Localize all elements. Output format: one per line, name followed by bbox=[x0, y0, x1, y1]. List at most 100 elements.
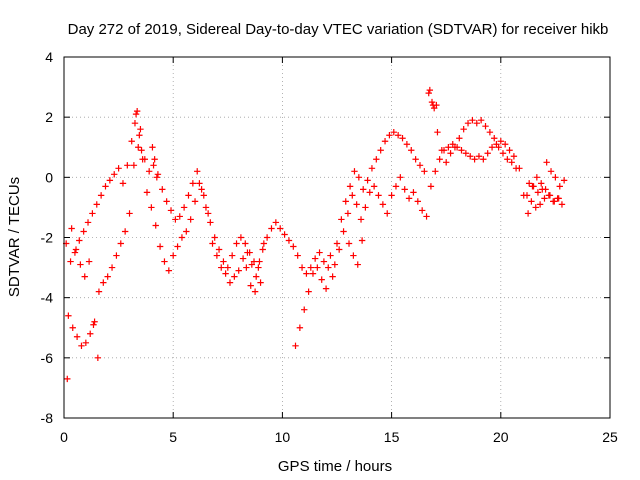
data-point bbox=[390, 129, 397, 136]
data-point bbox=[460, 126, 467, 133]
data-point bbox=[202, 204, 210, 211]
data-point bbox=[541, 195, 548, 202]
data-point bbox=[150, 162, 157, 169]
data-point bbox=[167, 207, 175, 214]
data-point bbox=[469, 116, 476, 124]
data-point bbox=[556, 183, 563, 190]
data-point bbox=[119, 180, 127, 187]
data-point bbox=[340, 228, 347, 235]
data-point bbox=[405, 195, 413, 202]
data-point bbox=[542, 186, 549, 193]
data-point bbox=[268, 225, 275, 232]
data-point bbox=[131, 119, 139, 127]
data-point bbox=[447, 150, 454, 157]
data-point bbox=[298, 264, 306, 271]
data-point bbox=[414, 198, 422, 205]
data-point bbox=[488, 144, 496, 151]
data-point bbox=[91, 318, 98, 325]
data-point bbox=[364, 177, 371, 184]
data-point bbox=[311, 255, 319, 262]
data-point bbox=[180, 204, 188, 211]
data-point bbox=[392, 183, 400, 190]
data-point bbox=[95, 288, 103, 295]
data-point bbox=[138, 147, 145, 154]
data-point bbox=[342, 198, 349, 205]
data-point bbox=[397, 174, 404, 181]
data-point bbox=[170, 252, 177, 259]
data-point bbox=[256, 258, 263, 265]
data-point bbox=[491, 135, 498, 142]
data-point bbox=[209, 240, 216, 247]
data-point bbox=[520, 192, 527, 199]
data-point bbox=[272, 219, 280, 226]
data-point bbox=[309, 270, 317, 277]
data-point bbox=[94, 354, 102, 362]
y-tick-label: -6 bbox=[41, 350, 54, 366]
data-point bbox=[67, 258, 74, 265]
data-point bbox=[285, 237, 293, 244]
data-point bbox=[360, 186, 367, 193]
data-point bbox=[163, 198, 170, 205]
data-point bbox=[80, 228, 87, 235]
data-point bbox=[137, 126, 144, 133]
data-point bbox=[399, 135, 406, 142]
data-point bbox=[551, 198, 558, 205]
data-point bbox=[426, 86, 434, 94]
data-point bbox=[71, 249, 79, 256]
data-point bbox=[546, 192, 554, 199]
x-axis-label: GPS time / hours bbox=[278, 458, 392, 475]
data-point bbox=[222, 270, 229, 277]
data-point bbox=[436, 156, 443, 163]
data-point bbox=[320, 258, 328, 265]
data-point bbox=[416, 162, 424, 169]
plot-frame bbox=[63, 56, 611, 419]
data-point bbox=[235, 267, 242, 274]
data-point bbox=[370, 183, 378, 190]
data-point bbox=[68, 225, 75, 232]
data-point bbox=[189, 180, 197, 187]
data-point bbox=[427, 183, 435, 190]
data-point bbox=[329, 273, 336, 280]
data-point bbox=[555, 195, 562, 202]
data-point bbox=[139, 156, 146, 163]
data-point bbox=[464, 119, 472, 127]
data-point bbox=[113, 252, 120, 259]
data-point bbox=[331, 261, 339, 268]
data-point bbox=[294, 252, 301, 259]
data-point bbox=[224, 264, 231, 271]
data-point bbox=[355, 174, 363, 181]
data-point bbox=[333, 240, 341, 247]
data-point bbox=[305, 288, 312, 295]
data-point bbox=[497, 138, 504, 145]
data-points bbox=[62, 86, 568, 383]
data-point bbox=[156, 243, 164, 250]
data-point bbox=[386, 132, 393, 139]
data-point bbox=[471, 156, 478, 163]
data-point bbox=[161, 258, 168, 265]
data-point bbox=[108, 264, 116, 271]
data-point bbox=[443, 159, 450, 166]
data-point bbox=[153, 174, 161, 181]
data-point bbox=[453, 144, 461, 151]
data-point bbox=[117, 240, 124, 247]
data-point bbox=[213, 252, 221, 259]
data-point bbox=[357, 216, 365, 223]
data-point bbox=[529, 183, 536, 190]
data-point bbox=[493, 141, 500, 148]
data-point bbox=[524, 210, 532, 217]
data-point bbox=[185, 192, 192, 199]
data-point bbox=[353, 201, 360, 208]
data-point bbox=[536, 201, 544, 208]
y-tick-label: 2 bbox=[45, 109, 53, 125]
data-point bbox=[191, 198, 199, 205]
data-point bbox=[196, 180, 203, 187]
data-point bbox=[475, 153, 483, 160]
data-point bbox=[552, 174, 559, 181]
data-point bbox=[506, 147, 513, 154]
data-point bbox=[198, 186, 205, 193]
data-point bbox=[159, 186, 166, 193]
data-point bbox=[467, 153, 474, 160]
data-point bbox=[124, 162, 131, 169]
data-point bbox=[211, 234, 218, 241]
data-point bbox=[501, 141, 509, 148]
